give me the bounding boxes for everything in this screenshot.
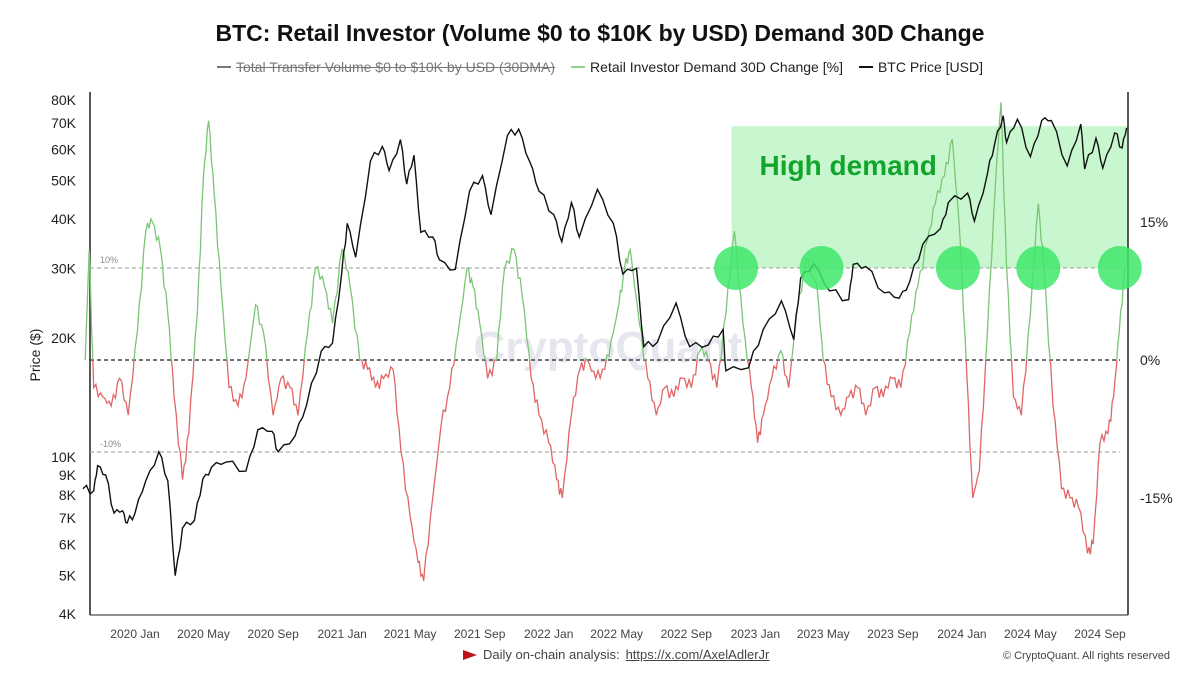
- left-tick-label: 8K: [59, 487, 77, 503]
- high-demand-circle: [714, 246, 759, 290]
- reference-line-label: -10%: [100, 439, 121, 449]
- high-demand-circle: [1016, 246, 1061, 290]
- demand-line-negative: [85, 360, 1118, 581]
- legend: Total Transfer Volume $0 to $10K by USD …: [0, 59, 1200, 75]
- left-tick-label: 30K: [51, 260, 77, 276]
- left-tick-label: 5K: [59, 568, 77, 584]
- legend-label: BTC Price [USD]: [877, 59, 983, 75]
- right-tick-label: 0%: [1140, 352, 1160, 368]
- x-tick-label: 2024 May: [1004, 627, 1057, 641]
- x-tick-label: 2021 May: [384, 627, 437, 641]
- x-tick-label: 2023 May: [797, 627, 850, 641]
- x-tick-label: 2023 Sep: [867, 627, 919, 641]
- x-tick-label: 2021 Sep: [454, 627, 506, 641]
- left-tick-label: 7K: [59, 510, 77, 526]
- right-tick-label: -15%: [1140, 490, 1173, 506]
- watermark: CryptoQuant: [474, 323, 743, 372]
- legend-swatch: [858, 66, 873, 68]
- x-tick-label: 2020 Sep: [247, 627, 299, 641]
- x-tick-label: 2022 May: [590, 627, 643, 641]
- chart-title: BTC: Retail Investor (Volume $0 to $10K …: [215, 20, 985, 46]
- footer-text: Daily on-chain analysis:: [483, 647, 620, 662]
- legend-item-btc-price[interactable]: BTC Price [USD]: [858, 59, 983, 75]
- left-tick-label: 9K: [59, 467, 77, 483]
- y-axis-label: Price ($): [27, 329, 43, 382]
- legend-swatch: [571, 66, 586, 68]
- footer: Daily on-chain analysis: https://x.com/A…: [463, 647, 769, 662]
- btc-price-line: [82, 115, 1128, 576]
- reference-line-label: 10%: [100, 255, 118, 265]
- legend-item-transfer-volume[interactable]: Total Transfer Volume $0 to $10K by USD …: [217, 59, 555, 75]
- x-tick-label: 2022 Sep: [661, 627, 713, 641]
- left-tick-label: 20K: [51, 330, 77, 346]
- demand-line-positive: [84, 102, 1126, 360]
- left-tick-label: 10K: [51, 449, 77, 465]
- legend-label: Retail Investor Demand 30D Change [%]: [590, 59, 843, 75]
- left-tick-label: 6K: [59, 536, 77, 552]
- legend-label: Total Transfer Volume $0 to $10K by USD …: [236, 59, 556, 75]
- x-tick-label: 2021 Jan: [317, 627, 366, 641]
- footer-link[interactable]: https://x.com/AxelAdlerJr: [625, 647, 770, 662]
- high-demand-circle: [1097, 246, 1142, 290]
- high-demand-region: [731, 126, 1128, 268]
- left-tick-label: 80K: [51, 92, 77, 108]
- left-tick-label: 60K: [51, 141, 77, 157]
- x-tick-label: 2023 Jan: [731, 627, 780, 641]
- x-tick-label: 2024 Sep: [1074, 627, 1126, 641]
- left-tick-label: 50K: [51, 173, 77, 189]
- high-demand-circle: [935, 246, 980, 290]
- left-tick-label: 4K: [59, 606, 77, 622]
- right-tick-label: 15%: [1140, 214, 1168, 230]
- x-tick-label: 2022 Jan: [524, 627, 573, 641]
- copyright: © CryptoQuant. All rights reserved: [1002, 650, 1170, 662]
- annotation-label: High demand: [760, 150, 937, 181]
- legend-item-demand-change[interactable]: Retail Investor Demand 30D Change [%]: [571, 59, 843, 75]
- left-tick-label: 40K: [51, 211, 77, 227]
- legend-swatch: [217, 66, 231, 68]
- high-demand-circle: [799, 246, 844, 290]
- flag-icon: [463, 649, 477, 660]
- left-tick-label: 70K: [51, 115, 77, 131]
- x-tick-label: 2020 Jan: [110, 627, 159, 641]
- x-tick-label: 2024 Jan: [937, 627, 986, 641]
- x-tick-label: 2020 May: [177, 627, 230, 641]
